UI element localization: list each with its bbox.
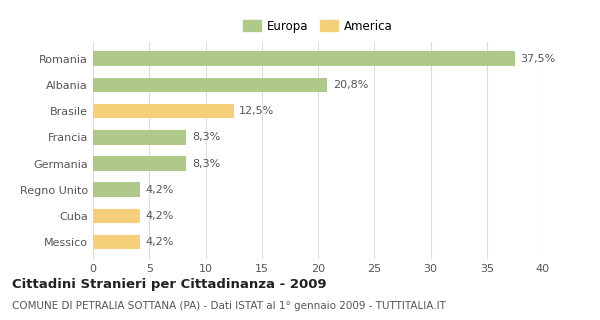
- Text: 8,3%: 8,3%: [192, 132, 220, 142]
- Bar: [93, 104, 233, 118]
- Text: COMUNE DI PETRALIA SOTTANA (PA) - Dati ISTAT al 1° gennaio 2009 - TUTTITALIA.IT: COMUNE DI PETRALIA SOTTANA (PA) - Dati I…: [12, 301, 446, 311]
- Text: 20,8%: 20,8%: [332, 80, 368, 90]
- Text: 4,2%: 4,2%: [146, 237, 174, 247]
- Text: 4,2%: 4,2%: [146, 185, 174, 195]
- Text: 4,2%: 4,2%: [146, 211, 174, 221]
- Text: 8,3%: 8,3%: [192, 158, 220, 169]
- Bar: [93, 182, 140, 197]
- Bar: [93, 78, 327, 92]
- Text: 12,5%: 12,5%: [239, 106, 275, 116]
- Text: Cittadini Stranieri per Cittadinanza - 2009: Cittadini Stranieri per Cittadinanza - 2…: [12, 278, 326, 292]
- Bar: [93, 235, 140, 249]
- Bar: [93, 52, 515, 66]
- Text: 37,5%: 37,5%: [521, 54, 556, 64]
- Bar: [93, 209, 140, 223]
- Bar: [93, 130, 187, 145]
- Bar: [93, 156, 187, 171]
- Legend: Europa, America: Europa, America: [239, 15, 397, 37]
